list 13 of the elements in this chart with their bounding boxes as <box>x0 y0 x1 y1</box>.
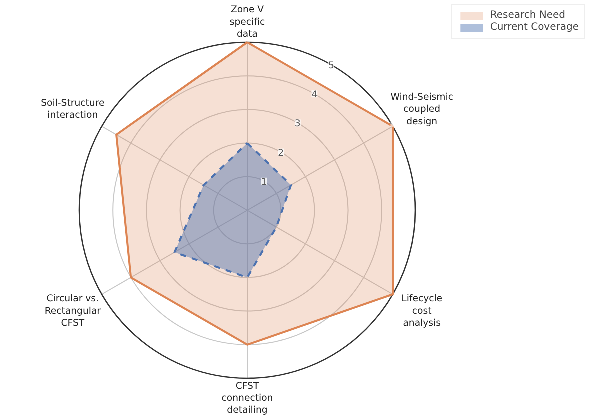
spoke-label: Soil-Structure interaction <box>41 98 105 122</box>
spoke-label: Circular vs. Rectangular CFST <box>44 294 102 329</box>
spoke-label: CFST connection detailing <box>222 381 274 416</box>
legend-label: Research Need <box>490 10 566 21</box>
y-tick-label: 3 <box>294 118 301 130</box>
y-tick-label: 2 <box>278 148 284 159</box>
legend-label: Current Coverage <box>490 22 579 33</box>
spoke-label: Lifecycle cost analysis <box>402 294 443 329</box>
y-tick-label: 1 <box>261 176 268 188</box>
spoke-label: Zone V specific data <box>230 4 266 40</box>
y-tick-label: 5 <box>328 60 335 72</box>
y-tick-label: 4 <box>312 90 318 101</box>
spoke-label: Wind-Seismic coupled design <box>390 92 454 128</box>
